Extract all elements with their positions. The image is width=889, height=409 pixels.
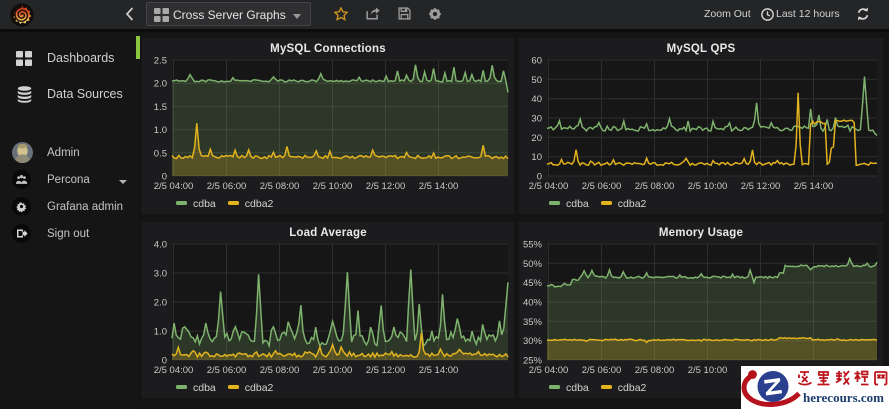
svg-text:2/5 06:00: 2/5 06:00 — [207, 181, 247, 192]
svg-text:1.0: 1.0 — [154, 125, 167, 136]
svg-text:40%: 40% — [523, 298, 543, 309]
svg-text:2/5 06:00: 2/5 06:00 — [582, 181, 622, 192]
svg-text:50%: 50% — [523, 259, 543, 270]
svg-text:2/5 10:00: 2/5 10:00 — [313, 181, 353, 192]
svg-text:20: 20 — [531, 133, 542, 144]
svg-text:2/5 08:00: 2/5 08:00 — [260, 365, 300, 376]
svg-text:2.0: 2.0 — [154, 79, 167, 90]
svg-text:1.0: 1.0 — [154, 327, 167, 338]
svg-text:4.0: 4.0 — [154, 240, 167, 251]
svg-text:2/5 10:00: 2/5 10:00 — [688, 365, 728, 376]
svg-text:2/5 06:00: 2/5 06:00 — [207, 365, 247, 376]
svg-text:2/5 10:00: 2/5 10:00 — [313, 365, 353, 376]
svg-text:10: 10 — [531, 152, 542, 163]
svg-text:60: 60 — [531, 56, 542, 67]
svg-text:25%: 25% — [523, 356, 543, 367]
svg-text:45%: 45% — [523, 278, 543, 289]
svg-text:35%: 35% — [523, 317, 543, 328]
svg-text:2.5: 2.5 — [154, 56, 167, 67]
svg-text:30: 30 — [531, 114, 542, 125]
svg-text:30%: 30% — [523, 336, 543, 347]
svg-text:2/5 10:00: 2/5 10:00 — [688, 181, 728, 192]
svg-text:0: 0 — [162, 172, 167, 183]
svg-text:2/5 04:00: 2/5 04:00 — [529, 181, 569, 192]
svg-text:2/5 08:00: 2/5 08:00 — [260, 181, 300, 192]
svg-text:2/5 14:00: 2/5 14:00 — [794, 181, 834, 192]
svg-text:2/5 12:00: 2/5 12:00 — [741, 181, 781, 192]
svg-text:55%: 55% — [523, 240, 543, 251]
svg-text:2/5 14:00: 2/5 14:00 — [419, 365, 459, 376]
svg-text:40: 40 — [531, 94, 542, 105]
svg-text:2/5 08:00: 2/5 08:00 — [635, 365, 675, 376]
svg-text:1.5: 1.5 — [154, 102, 167, 113]
svg-text:3.0: 3.0 — [154, 269, 167, 280]
svg-text:0: 0 — [537, 172, 542, 183]
svg-text:2/5 04:00: 2/5 04:00 — [154, 365, 194, 376]
svg-text:2/5 06:00: 2/5 06:00 — [582, 365, 622, 376]
svg-text:2/5 08:00: 2/5 08:00 — [635, 181, 675, 192]
svg-text:0.5: 0.5 — [154, 148, 167, 159]
svg-text:2/5 04:00: 2/5 04:00 — [154, 181, 194, 192]
svg-text:2/5 04:00: 2/5 04:00 — [529, 365, 569, 376]
svg-text:2.0: 2.0 — [154, 298, 167, 309]
svg-text:50: 50 — [531, 75, 542, 86]
svg-text:2/5 12:00: 2/5 12:00 — [366, 181, 406, 192]
svg-text:2/5 14:00: 2/5 14:00 — [419, 181, 459, 192]
svg-text:0: 0 — [162, 356, 167, 367]
svg-text:2/5 12:00: 2/5 12:00 — [366, 365, 406, 376]
